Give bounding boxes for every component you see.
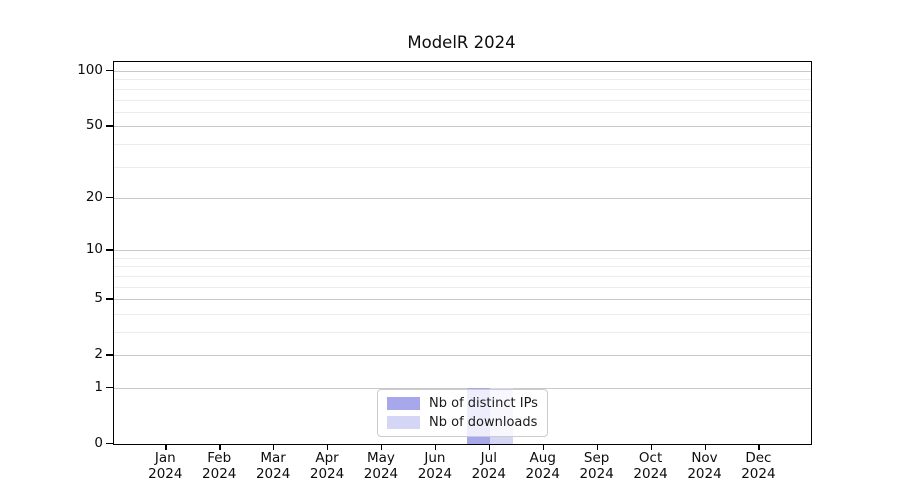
y-tick-mark <box>106 386 113 389</box>
x-tick-label: Apr 2024 <box>309 450 345 482</box>
minor-gridline <box>114 143 811 145</box>
x-tick-mark <box>650 444 652 450</box>
x-tick-mark <box>165 444 167 450</box>
y-tick-label: 100 <box>77 62 103 79</box>
x-tick-mark <box>273 444 275 450</box>
x-tick-label: Aug 2024 <box>525 450 560 482</box>
x-tick-label: Nov 2024 <box>687 450 722 482</box>
y-tick-mark <box>106 249 113 251</box>
x-tick-mark <box>434 444 437 450</box>
x-tick-mark <box>758 444 760 450</box>
minor-gridline <box>114 266 811 268</box>
x-tick-label: Sep 2024 <box>579 450 614 482</box>
minor-gridline <box>114 286 811 288</box>
x-tick-mark <box>704 444 706 450</box>
minor-gridline <box>114 99 811 101</box>
x-tick-label: Jan 2024 <box>148 450 183 482</box>
y-tick-label: 2 <box>94 346 103 363</box>
legend: Nb of distinct IPs Nb of downloads <box>377 389 548 437</box>
x-tick-label: Mar 2024 <box>255 450 291 482</box>
major-gridline <box>114 71 811 73</box>
x-tick-label: Oct 2024 <box>633 450 668 482</box>
x-tick-mark <box>542 444 545 450</box>
legend-swatch-distinct-ips <box>387 397 420 410</box>
x-tick-mark <box>488 444 491 450</box>
y-tick-mark <box>106 298 113 300</box>
legend-item-downloads: Nb of downloads <box>387 415 538 430</box>
x-tick-label: Feb 2024 <box>202 450 237 482</box>
y-tick-label: 1 <box>94 378 103 395</box>
y-tick-label: 5 <box>94 290 103 307</box>
y-tick-label: 50 <box>85 117 103 134</box>
x-tick-label: Dec 2024 <box>741 450 776 482</box>
y-tick-label: 0 <box>94 435 103 451</box>
major-gridline <box>114 197 811 199</box>
legend-item-distinct-ips: Nb of distinct IPs <box>387 396 538 411</box>
legend-label-downloads: Nb of downloads <box>429 415 538 430</box>
minor-gridline <box>114 166 811 168</box>
legend-label-distinct-ips: Nb of distinct IPs <box>429 396 538 411</box>
y-tick-mark <box>106 70 113 72</box>
minor-gridline <box>114 257 811 259</box>
plot-area: Nb of distinct IPs Nb of downloads <box>113 61 812 445</box>
x-tick-label: Jul 2024 <box>471 450 506 482</box>
y-tick-mark <box>106 354 113 356</box>
x-tick-mark <box>327 444 329 450</box>
y-tick-label: 10 <box>85 241 103 258</box>
major-gridline <box>114 355 811 357</box>
major-gridline <box>114 387 811 389</box>
x-tick-label: May 2024 <box>363 450 399 482</box>
y-tick-mark <box>106 125 113 127</box>
minor-gridline <box>114 79 811 81</box>
minor-gridline <box>114 331 811 333</box>
y-tick-mark <box>106 196 113 199</box>
minor-gridline <box>114 111 811 113</box>
x-tick-mark <box>380 444 383 450</box>
major-gridline <box>114 299 811 301</box>
minor-gridline <box>114 88 811 90</box>
chart-title: ModelR 2024 <box>407 33 516 52</box>
minor-gridline <box>114 313 811 315</box>
x-tick-mark <box>596 444 598 450</box>
x-tick-label: Jun 2024 <box>417 450 453 482</box>
y-tick-mark <box>106 443 113 445</box>
major-gridline <box>114 250 811 252</box>
minor-gridline <box>114 275 811 277</box>
legend-swatch-downloads <box>387 416 420 429</box>
major-gridline <box>114 126 811 128</box>
x-tick-mark <box>219 444 221 450</box>
y-tick-label: 20 <box>85 188 103 205</box>
